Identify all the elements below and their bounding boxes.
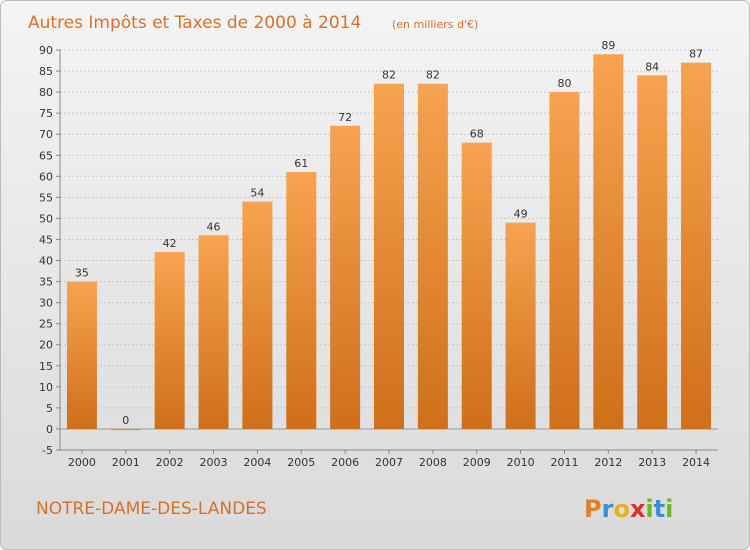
data-label-2001: 0: [122, 414, 129, 427]
data-label-2003: 46: [207, 220, 221, 233]
data-label-2007: 82: [382, 69, 396, 82]
y-tick-label: 5: [46, 402, 53, 415]
data-label-2002: 42: [163, 237, 177, 250]
data-label-2011: 80: [557, 77, 571, 90]
bar-2013: [637, 75, 668, 429]
x-tick-label-2008: 2008: [419, 456, 447, 469]
bar-2014: [681, 62, 712, 429]
x-tick-label-2013: 2013: [638, 456, 666, 469]
x-tick-label-2000: 2000: [68, 456, 96, 469]
data-label-2010: 49: [514, 208, 528, 221]
bar-2008: [417, 83, 448, 429]
data-label-2009: 68: [470, 128, 484, 141]
y-tick-label: 60: [39, 170, 53, 183]
x-tick-label-2011: 2011: [550, 456, 578, 469]
bar-2000: [66, 281, 97, 429]
logo-letter: r: [602, 495, 614, 523]
logo-letter: t: [654, 495, 665, 523]
bar-2012: [593, 54, 624, 429]
y-tick-label: 50: [39, 212, 53, 225]
bar-2009: [461, 142, 492, 429]
bars: [66, 54, 712, 431]
y-tick-label: 70: [39, 128, 53, 141]
y-tick-label: 65: [39, 149, 53, 162]
logo-letter: x: [630, 495, 646, 523]
x-tick-label-2001: 2001: [112, 456, 140, 469]
data-label-2000: 35: [75, 267, 89, 280]
y-tick-label: 20: [39, 339, 53, 352]
data-label-2006: 72: [338, 111, 352, 124]
y-tick-label: 15: [39, 360, 53, 373]
y-tick-label: 85: [39, 65, 53, 78]
logo-letter: P: [584, 495, 602, 523]
proxiti-logo: Proxiti: [584, 495, 673, 523]
y-tick-label: 90: [39, 44, 53, 57]
y-tick-label: 35: [39, 276, 53, 289]
bar-2006: [330, 125, 361, 429]
bar-2010: [505, 222, 536, 429]
y-tick-label: 80: [39, 86, 53, 99]
x-tick-label-2004: 2004: [243, 456, 271, 469]
bar-2005: [286, 172, 317, 429]
y-tick-label: -5: [42, 444, 53, 457]
logo-letter: i: [645, 495, 653, 523]
data-label-2008: 82: [426, 69, 440, 82]
y-tick-label: 55: [39, 191, 53, 204]
y-tick-label: 0: [46, 423, 53, 436]
x-tick-label-2005: 2005: [287, 456, 315, 469]
y-tick-label: 75: [39, 107, 53, 120]
x-tick-label-2003: 2003: [200, 456, 228, 469]
bar-2004: [242, 201, 273, 429]
bar-2007: [374, 83, 404, 429]
data-label-2014: 87: [689, 48, 703, 61]
x-tick-label-2009: 2009: [463, 456, 491, 469]
x-axis: 2000 2001 2002 2003 2004 2005 2006 2007 2008 2009…: [68, 450, 710, 469]
x-tick-label-2012: 2012: [594, 456, 622, 469]
x-tick-label-2010: 2010: [507, 456, 535, 469]
y-tick-label: 40: [39, 255, 53, 268]
commune-name: NOTRE-DAME-DES-LANDES: [36, 499, 267, 519]
bar-2002: [154, 252, 185, 429]
y-tick-label: 10: [39, 381, 53, 394]
bar-2001: [110, 428, 141, 431]
y-tick-label: 45: [39, 233, 53, 246]
x-tick-label-2014: 2014: [682, 456, 710, 469]
data-label-2013: 84: [645, 60, 659, 73]
x-tick-label-2006: 2006: [331, 456, 359, 469]
logo-letter: o: [613, 495, 630, 523]
data-label-2005: 61: [294, 157, 308, 170]
data-labels: 35 0 42 46 54 61 72 82 82 68 49 80 89 84 87: [75, 39, 703, 427]
y-tick-label: 25: [39, 318, 53, 331]
logo-letter: i: [665, 495, 673, 523]
bar-2011: [549, 92, 580, 429]
data-label-2004: 54: [250, 187, 264, 200]
data-label-2012: 89: [601, 39, 615, 52]
y-tick-label: 30: [39, 297, 53, 310]
chart-title: Autres Impôts et Taxes de 2000 à 2014: [28, 13, 361, 33]
x-tick-label-2002: 2002: [156, 456, 184, 469]
bar-2003: [198, 235, 229, 429]
x-tick-label-2007: 2007: [375, 456, 403, 469]
chart-subtitle: (en milliers d'€): [392, 18, 478, 31]
